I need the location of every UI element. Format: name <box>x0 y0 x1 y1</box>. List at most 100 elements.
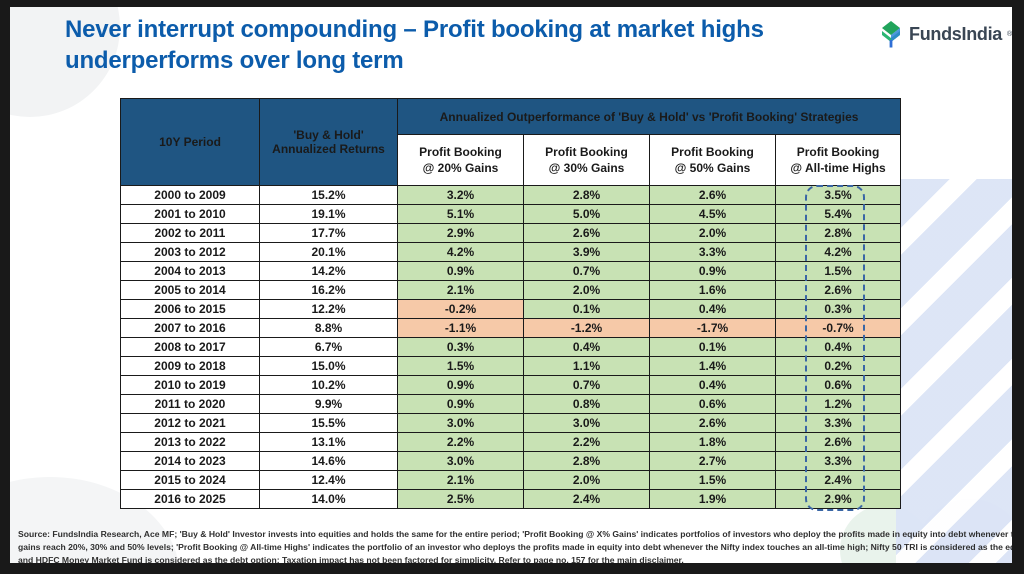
outperformance-cell: 0.2% <box>774 356 902 376</box>
table-row: 2004 to 2013 14.2% 0.9% 0.7% 0.9% 1.5% <box>120 261 902 281</box>
outperformance-cell: 3.9% <box>523 242 650 262</box>
outperformance-cell: -0.7% <box>774 318 902 338</box>
source-disclaimer: Source: FundsIndia Research, Ace MF; 'Bu… <box>18 528 1012 563</box>
outperformance-cell: 2.6% <box>774 280 902 300</box>
buy-hold-cell: 12.2% <box>259 299 398 319</box>
outperformance-cell: -0.2% <box>397 299 524 319</box>
returns-table: 10Y Period 'Buy & Hold' Annualized Retur… <box>120 98 902 509</box>
outperformance-cell: 0.6% <box>774 375 902 395</box>
col-header-pbath: Profit Booking @ All-time Highs <box>774 134 902 186</box>
col-header-pb50: Profit Booking @ 50% Gains <box>649 134 776 186</box>
outperformance-cell: 0.1% <box>523 299 650 319</box>
period-cell: 2001 to 2010 <box>120 204 260 224</box>
table-row: 2000 to 2009 15.2% 3.2% 2.8% 2.6% 3.5% <box>120 185 902 205</box>
fundsindia-leaf-icon <box>878 20 904 48</box>
table-row: 2008 to 2017 6.7% 0.3% 0.4% 0.1% 0.4% <box>120 337 902 357</box>
outperformance-cell: 3.3% <box>774 451 902 471</box>
outperformance-cell: 1.6% <box>649 280 776 300</box>
outperformance-cell: 2.7% <box>649 451 776 471</box>
outperformance-cell: 0.9% <box>397 375 524 395</box>
period-cell: 2007 to 2016 <box>120 318 260 338</box>
outperformance-cell: 1.1% <box>523 356 650 376</box>
outperformance-cell: 0.9% <box>397 394 524 414</box>
outperformance-cell: 2.2% <box>523 432 650 452</box>
outperformance-cell: 1.5% <box>774 261 902 281</box>
period-cell: 2003 to 2012 <box>120 242 260 262</box>
period-cell: 2009 to 2018 <box>120 356 260 376</box>
outperformance-cell: 0.1% <box>649 337 776 357</box>
period-cell: 2010 to 2019 <box>120 375 260 395</box>
outperformance-cell: 2.8% <box>523 451 650 471</box>
pbath-line2: @ All-time Highs <box>790 161 886 175</box>
outperformance-cell: 0.4% <box>523 337 650 357</box>
outperformance-cell: 2.0% <box>523 280 650 300</box>
outperformance-cell: 1.8% <box>649 432 776 452</box>
pb30-line1: Profit Booking <box>545 145 628 159</box>
buy-hold-cell: 20.1% <box>259 242 398 262</box>
period-cell: 2014 to 2023 <box>120 451 260 471</box>
outperformance-cell: 2.6% <box>649 413 776 433</box>
outperformance-cell: 1.4% <box>649 356 776 376</box>
period-cell: 2015 to 2024 <box>120 470 260 490</box>
brand-trademark: ® <box>1007 30 1012 38</box>
outperformance-cell: 3.0% <box>397 413 524 433</box>
header-row-group: 10Y Period 'Buy & Hold' Annualized Retur… <box>120 98 902 186</box>
period-cell: 2012 to 2021 <box>120 413 260 433</box>
buyhold-header-line1: 'Buy & Hold' <box>293 128 364 142</box>
period-cell: 2004 to 2013 <box>120 261 260 281</box>
buy-hold-cell: 9.9% <box>259 394 398 414</box>
pb20-line1: Profit Booking <box>419 145 502 159</box>
table-row: 2012 to 2021 15.5% 3.0% 3.0% 2.6% 3.3% <box>120 413 902 433</box>
outperformance-cell: 3.0% <box>523 413 650 433</box>
col-header-buyhold: 'Buy & Hold' Annualized Returns <box>259 98 398 186</box>
outperformance-cell: 2.4% <box>523 489 650 509</box>
outperformance-cell: -1.2% <box>523 318 650 338</box>
outperformance-cell: 2.9% <box>397 223 524 243</box>
outperformance-cell: 0.9% <box>397 261 524 281</box>
pb20-line2: @ 20% Gains <box>422 161 499 175</box>
period-cell: 2011 to 2020 <box>120 394 260 414</box>
outperformance-cell: 0.7% <box>523 375 650 395</box>
outperformance-cell: 4.2% <box>774 242 902 262</box>
buy-hold-cell: 14.0% <box>259 489 398 509</box>
disclaimer-line: gains reach 20%, 30% and 50% levels; 'Pr… <box>18 542 1012 552</box>
outperformance-cell: 2.8% <box>523 185 650 205</box>
outperformance-cell: 1.5% <box>397 356 524 376</box>
outperformance-cell: 0.4% <box>649 299 776 319</box>
outperformance-cell: 2.2% <box>397 432 524 452</box>
buy-hold-cell: 16.2% <box>259 280 398 300</box>
period-cell: 2005 to 2014 <box>120 280 260 300</box>
buy-hold-cell: 14.2% <box>259 261 398 281</box>
outperformance-cell: 3.3% <box>649 242 776 262</box>
table-row: 2015 to 2024 12.4% 2.1% 2.0% 1.5% 2.4% <box>120 470 902 490</box>
outperformance-cell: -1.1% <box>397 318 524 338</box>
outperformance-cell: 3.0% <box>397 451 524 471</box>
table-row: 2006 to 2015 12.2% -0.2% 0.1% 0.4% 0.3% <box>120 299 902 319</box>
buy-hold-cell: 6.7% <box>259 337 398 357</box>
outperformance-cell: 0.4% <box>649 375 776 395</box>
table-row: 2014 to 2023 14.6% 3.0% 2.8% 2.7% 3.3% <box>120 451 902 471</box>
table-row: 2002 to 2011 17.7% 2.9% 2.6% 2.0% 2.8% <box>120 223 902 243</box>
outperformance-cell: -1.7% <box>649 318 776 338</box>
outperformance-cell: 0.3% <box>397 337 524 357</box>
outperformance-cell: 4.2% <box>397 242 524 262</box>
pb30-line2: @ 30% Gains <box>548 161 625 175</box>
group-header-outperformance: Annualized Outperformance of 'Buy & Hold… <box>396 98 902 135</box>
buy-hold-cell: 15.2% <box>259 185 398 205</box>
outperformance-cell: 2.9% <box>774 489 902 509</box>
pbath-line1: Profit Booking <box>796 145 880 159</box>
period-cell: 2016 to 2025 <box>120 489 260 509</box>
buy-hold-cell: 10.2% <box>259 375 398 395</box>
buy-hold-cell: 19.1% <box>259 204 398 224</box>
outperformance-cell: 0.7% <box>523 261 650 281</box>
table-row: 2011 to 2020 9.9% 0.9% 0.8% 0.6% 1.2% <box>120 394 902 414</box>
outperformance-cell: 4.5% <box>649 204 776 224</box>
outperformance-cell: 0.6% <box>649 394 776 414</box>
outperformance-cell: 2.4% <box>774 470 902 490</box>
outperformance-cell: 2.5% <box>397 489 524 509</box>
col-header-period: 10Y Period <box>120 98 260 186</box>
period-cell: 2002 to 2011 <box>120 223 260 243</box>
brand-logo: FundsIndia ® <box>878 20 1012 48</box>
buy-hold-cell: 15.0% <box>259 356 398 376</box>
table-row: 2005 to 2014 16.2% 2.1% 2.0% 1.6% 2.6% <box>120 280 902 300</box>
